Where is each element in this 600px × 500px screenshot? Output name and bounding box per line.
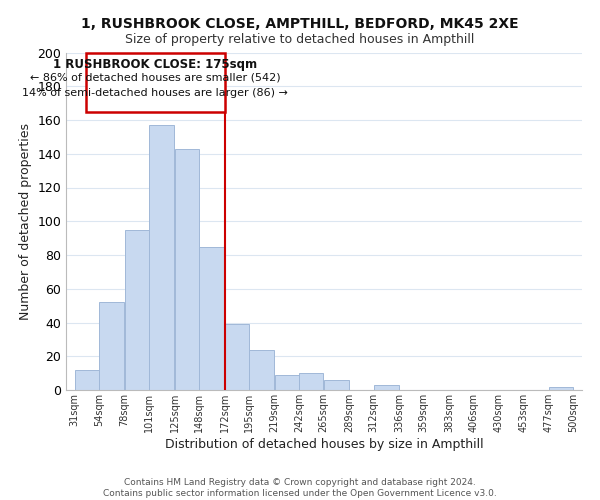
Bar	[299, 373, 323, 390]
Text: 1 RUSHBROOK CLOSE: 175sqm: 1 RUSHBROOK CLOSE: 175sqm	[53, 58, 257, 70]
Bar	[149, 125, 174, 390]
Text: 14% of semi-detached houses are larger (86) →: 14% of semi-detached houses are larger (…	[22, 88, 289, 98]
Text: Size of property relative to detached houses in Ampthill: Size of property relative to detached ho…	[125, 32, 475, 46]
X-axis label: Distribution of detached houses by size in Ampthill: Distribution of detached houses by size …	[164, 438, 484, 450]
Bar	[275, 375, 299, 390]
Bar	[374, 385, 398, 390]
Bar	[250, 350, 274, 390]
Text: ← 86% of detached houses are smaller (542): ← 86% of detached houses are smaller (54…	[30, 72, 281, 83]
Text: 1, RUSHBROOK CLOSE, AMPTHILL, BEDFORD, MK45 2XE: 1, RUSHBROOK CLOSE, AMPTHILL, BEDFORD, M…	[81, 18, 519, 32]
Bar	[125, 230, 149, 390]
Bar	[75, 370, 98, 390]
Bar	[550, 386, 573, 390]
Text: Contains HM Land Registry data © Crown copyright and database right 2024.
Contai: Contains HM Land Registry data © Crown c…	[103, 478, 497, 498]
FancyBboxPatch shape	[86, 52, 224, 112]
Bar	[199, 246, 224, 390]
Bar	[225, 324, 248, 390]
Bar	[324, 380, 349, 390]
Bar	[175, 148, 199, 390]
Y-axis label: Number of detached properties: Number of detached properties	[19, 122, 32, 320]
Bar	[100, 302, 124, 390]
